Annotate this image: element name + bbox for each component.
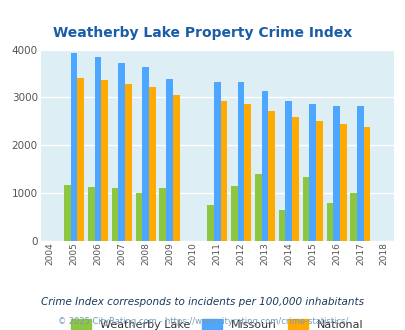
Bar bbox=[207, 205, 213, 241]
Text: Weatherby Lake Property Crime Index: Weatherby Lake Property Crime Index bbox=[53, 26, 352, 40]
Bar bbox=[125, 84, 132, 241]
Bar bbox=[77, 78, 84, 241]
Bar bbox=[268, 111, 274, 241]
Bar bbox=[356, 106, 363, 241]
Bar bbox=[94, 57, 101, 241]
Bar bbox=[142, 67, 149, 241]
Bar bbox=[101, 80, 108, 241]
Bar bbox=[70, 53, 77, 241]
Bar bbox=[159, 188, 166, 241]
Bar bbox=[261, 91, 268, 241]
Bar bbox=[237, 82, 244, 241]
Bar bbox=[292, 117, 298, 241]
Bar bbox=[350, 193, 356, 241]
Bar bbox=[135, 193, 142, 241]
Bar bbox=[230, 186, 237, 241]
Bar bbox=[339, 124, 346, 241]
Bar bbox=[315, 121, 322, 241]
Bar bbox=[302, 178, 309, 241]
Bar bbox=[173, 95, 179, 241]
Text: Crime Index corresponds to incidents per 100,000 inhabitants: Crime Index corresponds to incidents per… bbox=[41, 297, 364, 307]
Bar bbox=[220, 101, 227, 241]
Bar bbox=[244, 104, 250, 241]
Bar bbox=[111, 188, 118, 241]
Bar bbox=[213, 82, 220, 241]
Bar bbox=[333, 106, 339, 241]
Bar bbox=[363, 126, 369, 241]
Bar bbox=[326, 203, 333, 241]
Legend: Weatherby Lake, Missouri, National: Weatherby Lake, Missouri, National bbox=[71, 319, 362, 330]
Bar bbox=[118, 63, 125, 241]
Bar bbox=[166, 79, 173, 241]
Bar bbox=[149, 87, 155, 241]
Bar bbox=[64, 185, 70, 241]
Bar bbox=[254, 174, 261, 241]
Bar bbox=[309, 104, 315, 241]
Bar bbox=[278, 210, 285, 241]
Bar bbox=[87, 187, 94, 241]
Text: © 2025 CityRating.com - https://www.cityrating.com/crime-statistics/: © 2025 CityRating.com - https://www.city… bbox=[58, 317, 347, 326]
Bar bbox=[285, 101, 292, 241]
